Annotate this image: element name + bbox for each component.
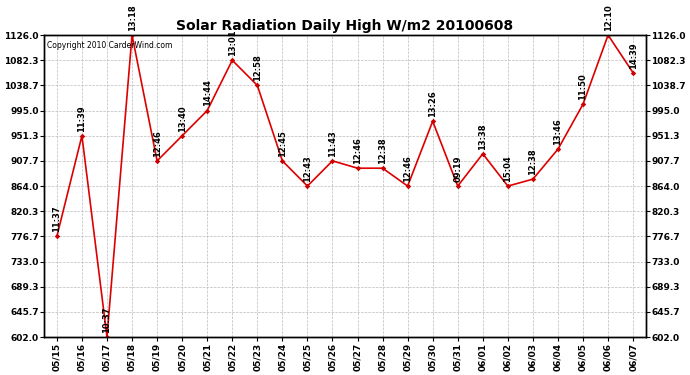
Text: 12:10: 12:10 <box>604 4 613 31</box>
Text: 13:46: 13:46 <box>553 118 562 145</box>
Text: 10:37: 10:37 <box>103 306 112 333</box>
Text: 11:39: 11:39 <box>77 105 86 132</box>
Text: 12:58: 12:58 <box>253 54 262 81</box>
Text: 13:40: 13:40 <box>177 105 187 132</box>
Text: 15:04: 15:04 <box>503 155 513 182</box>
Text: 09:19: 09:19 <box>453 155 462 182</box>
Text: 11:43: 11:43 <box>328 130 337 157</box>
Text: 13:18: 13:18 <box>128 4 137 31</box>
Text: 11:37: 11:37 <box>52 206 61 232</box>
Text: 12:46: 12:46 <box>152 130 161 157</box>
Text: 14:39: 14:39 <box>629 42 638 69</box>
Text: Copyright 2010 CarderWind.com: Copyright 2010 CarderWind.com <box>48 41 172 50</box>
Text: 13:01: 13:01 <box>228 30 237 56</box>
Text: 12:38: 12:38 <box>378 137 387 164</box>
Text: 11:50: 11:50 <box>578 74 587 100</box>
Text: 12:38: 12:38 <box>529 148 538 175</box>
Text: 13:26: 13:26 <box>428 90 437 117</box>
Text: 13:38: 13:38 <box>478 123 487 150</box>
Title: Solar Radiation Daily High W/m2 20100608: Solar Radiation Daily High W/m2 20100608 <box>177 18 513 33</box>
Text: 12:46: 12:46 <box>353 137 362 164</box>
Text: 12:45: 12:45 <box>278 130 287 157</box>
Text: 14:44: 14:44 <box>203 80 212 106</box>
Text: 12:46: 12:46 <box>403 155 412 182</box>
Text: 12:43: 12:43 <box>303 155 312 182</box>
